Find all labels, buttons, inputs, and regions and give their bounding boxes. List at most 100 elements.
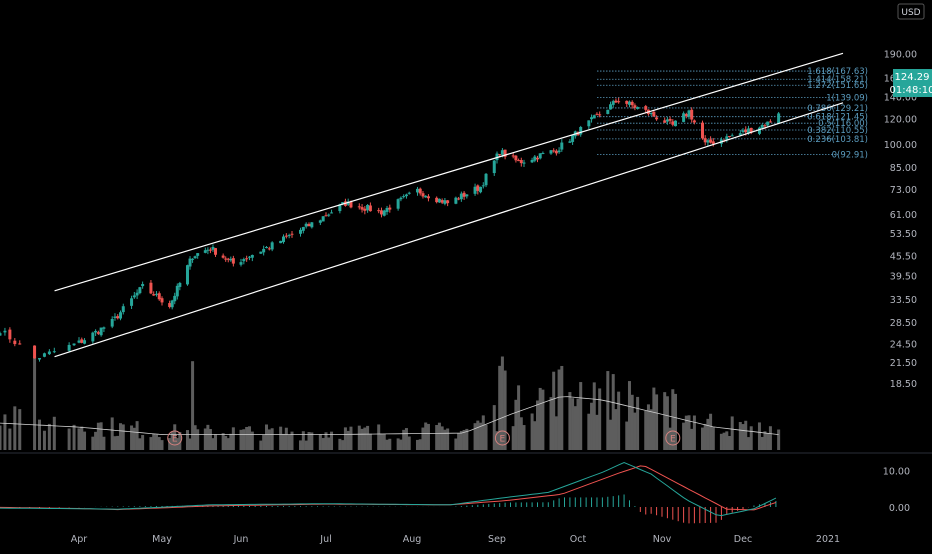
volume-bar bbox=[242, 429, 246, 450]
candle-body bbox=[614, 100, 618, 103]
candle-body bbox=[709, 139, 713, 143]
candle-body bbox=[541, 152, 545, 154]
candle-body bbox=[154, 293, 158, 295]
candle-body bbox=[671, 121, 675, 125]
time-tick-label: Oct bbox=[570, 534, 587, 545]
candle-body bbox=[665, 119, 669, 122]
candle-body bbox=[385, 207, 389, 212]
volume-bar bbox=[517, 385, 521, 450]
candle-body bbox=[514, 155, 518, 161]
fib-level-label: 0.618(121.45) bbox=[807, 113, 868, 123]
volume-bar bbox=[549, 397, 553, 450]
candle-body bbox=[568, 141, 572, 143]
candle-body bbox=[47, 351, 51, 355]
candle-body bbox=[245, 258, 249, 260]
candle-body bbox=[674, 120, 677, 127]
candle-body bbox=[652, 111, 656, 117]
volume-bar bbox=[741, 424, 745, 450]
volume-bar bbox=[214, 434, 218, 450]
volume-bar bbox=[203, 428, 207, 450]
volume-bar bbox=[83, 431, 87, 450]
candle-body bbox=[552, 150, 556, 152]
volume-bar bbox=[557, 369, 561, 450]
candle-body bbox=[193, 256, 197, 259]
candle-body bbox=[476, 185, 480, 191]
price-tick-label: 18.50 bbox=[890, 379, 917, 390]
candle-body bbox=[175, 285, 179, 297]
candle-body bbox=[377, 210, 381, 212]
volume-bar bbox=[519, 417, 523, 450]
volume-bar bbox=[701, 427, 704, 450]
volume-bar bbox=[484, 424, 488, 450]
candle-body bbox=[426, 196, 430, 199]
candle-body bbox=[214, 248, 218, 255]
price-tick-label: 28.50 bbox=[890, 318, 917, 329]
fibonacci-extension[interactable]: 1.618(167.63)1.414(158.21)1.272(151.65) 1… bbox=[597, 67, 868, 161]
volume-bar bbox=[152, 433, 156, 450]
volume-bar bbox=[299, 440, 302, 450]
candle-body bbox=[191, 258, 195, 260]
candle-body bbox=[102, 327, 106, 329]
volume-bar bbox=[426, 423, 430, 450]
volume-bar bbox=[239, 429, 243, 450]
time-tick-label: Aug bbox=[403, 534, 422, 545]
candle-body bbox=[206, 249, 210, 251]
candle-body bbox=[536, 157, 539, 160]
volume-bar bbox=[0, 425, 2, 450]
volume-bar bbox=[777, 429, 781, 450]
currency-box[interactable] bbox=[897, 3, 925, 20]
candle-body bbox=[741, 130, 745, 132]
candle-body bbox=[503, 149, 507, 157]
candle-body bbox=[421, 193, 425, 197]
candle-body bbox=[279, 240, 283, 244]
candle-body bbox=[221, 255, 225, 258]
time-axis[interactable]: Apr May Jun Jul Aug Sep Oct Nov Dec 2021 bbox=[71, 534, 840, 545]
volume-bar bbox=[99, 422, 103, 450]
candle-body bbox=[768, 121, 772, 123]
volume-bar bbox=[399, 439, 403, 450]
volume-bar bbox=[307, 431, 311, 450]
candle-body bbox=[168, 303, 172, 307]
time-tick-label: Dec bbox=[734, 534, 752, 545]
volume-bar bbox=[94, 431, 98, 450]
candle-body bbox=[368, 205, 372, 212]
volume-bar bbox=[188, 438, 192, 450]
price-tick-label: 24.50 bbox=[890, 339, 917, 350]
volume-bar bbox=[265, 424, 268, 450]
volume-bar bbox=[290, 431, 294, 450]
price-tick-label: 53.50 bbox=[890, 229, 917, 240]
candle-body bbox=[80, 339, 84, 343]
candle-body bbox=[402, 196, 406, 198]
volume-bar bbox=[208, 429, 212, 450]
volume-bar bbox=[649, 409, 653, 450]
candle-body bbox=[185, 265, 189, 285]
oscillator-axis[interactable]: 10.00 0.00 bbox=[883, 467, 910, 515]
candle-body bbox=[301, 227, 305, 231]
price-axis[interactable]: 190.00160.00140.00120.00100.0085.0073.00… bbox=[884, 49, 917, 390]
candle-body bbox=[38, 358, 41, 360]
volume-bar bbox=[141, 435, 145, 450]
candle-body bbox=[231, 258, 235, 264]
volume-bar bbox=[514, 399, 518, 450]
candle-body bbox=[242, 259, 246, 262]
volume-bar bbox=[665, 396, 669, 450]
volume-bar bbox=[13, 406, 17, 450]
candle-body bbox=[157, 293, 161, 300]
candle-body bbox=[625, 100, 629, 104]
volume-bar bbox=[116, 435, 120, 450]
volume-bar bbox=[606, 371, 610, 450]
candle-body bbox=[590, 117, 594, 120]
volume-bar bbox=[330, 431, 334, 450]
volume-bar bbox=[304, 440, 308, 450]
candle-body bbox=[473, 186, 477, 194]
fib-level-label: 1.414(158.21) bbox=[807, 75, 868, 85]
candle-body bbox=[248, 256, 251, 258]
candle-body bbox=[690, 109, 694, 120]
candle-body bbox=[684, 114, 688, 116]
candle-body bbox=[52, 351, 56, 353]
trend-channel[interactable] bbox=[54, 52, 844, 358]
volume-bar bbox=[692, 415, 696, 450]
